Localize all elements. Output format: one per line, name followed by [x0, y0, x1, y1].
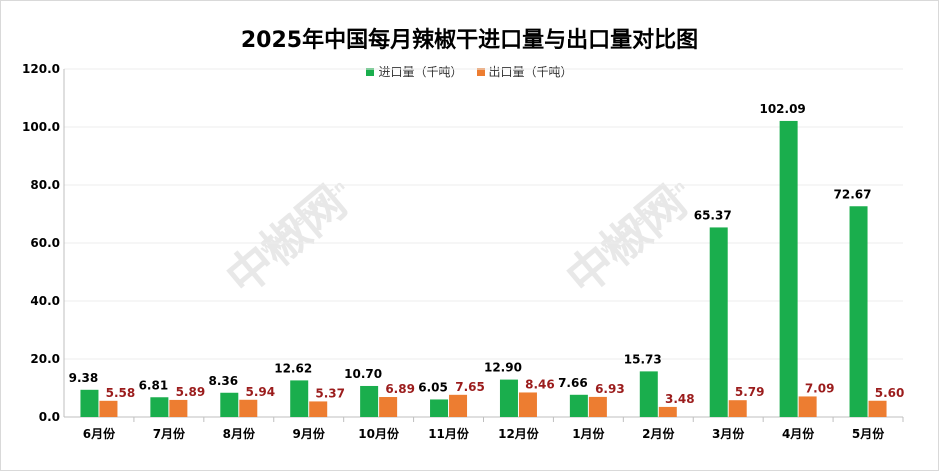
y-axis: 0.0 20.0 40.0 60.0 80.0 100.0 120.0: [22, 62, 65, 424]
data-labels: 9.385.586.81 5.898.365.9412.625.3710.706.…: [69, 102, 905, 406]
x-tick-label: 11月份: [428, 426, 470, 441]
y-tick-label: 0.0: [39, 410, 60, 424]
x-tick-label: 8月份: [223, 426, 256, 441]
data-label-export: 7.65: [455, 380, 485, 394]
bar-import: [499, 379, 518, 417]
data-label-import: 15.73: [624, 352, 662, 366]
x-tick-label: 5月份: [852, 426, 885, 441]
legend-swatch-import: [366, 67, 375, 76]
chart-title: 2025年中国每月辣椒干进口量与出口量对比图: [240, 28, 699, 53]
bar-import: [639, 371, 658, 417]
gridlines: [64, 68, 903, 360]
data-label-export: 5.79: [735, 385, 765, 399]
data-label-export: 5.58: [106, 386, 136, 400]
data-label-import: 6.05: [418, 380, 448, 394]
data-label-export: 8.46: [525, 377, 555, 391]
y-tick-label: 80.0: [30, 178, 60, 192]
bar-import: [779, 120, 798, 418]
data-label-import: 72.67: [834, 187, 872, 201]
bar-export: [798, 396, 817, 417]
data-label-export: 5.94: [245, 385, 275, 399]
data-label-import: 6.81: [139, 378, 169, 392]
bar-export: [449, 394, 468, 417]
y-tick-label: 120.0: [22, 62, 60, 76]
x-tick-label: 1月份: [572, 426, 605, 441]
y-tick-label: 40.0: [30, 294, 60, 308]
x-tick-label: 10月份: [358, 426, 400, 441]
bar-export: [169, 399, 188, 417]
data-label-export: 5.89: [176, 385, 206, 399]
bar-import: [150, 397, 169, 417]
bar-export: [518, 392, 537, 417]
x-tick-label: 4月份: [782, 426, 815, 441]
data-label-import: 102.09: [759, 102, 805, 116]
bar-import: [290, 380, 309, 417]
bar-import: [569, 394, 588, 417]
bar-export: [239, 399, 258, 417]
data-label-import: 8.36: [208, 374, 238, 388]
y-tick-label: 100.0: [22, 120, 60, 134]
bar-import: [709, 227, 728, 417]
data-label-import: 9.38: [69, 371, 99, 385]
bar-import: [430, 399, 449, 417]
data-label-export: 6.89: [385, 382, 415, 396]
y-tick-label: 20.0: [30, 352, 60, 366]
bar-import: [360, 385, 379, 417]
x-tick-label: 12月份: [498, 426, 540, 441]
bar-export: [868, 400, 887, 417]
bar-export: [588, 396, 607, 417]
data-label-export: 7.09: [805, 381, 835, 395]
data-label-import: 12.90: [484, 361, 522, 375]
data-label-import: 65.37: [694, 208, 732, 222]
x-axis: 6月份 7月份 8月份 9月份 10月份 11月份 12月份 1月份 2月份 3月份 4月份 5月份: [64, 416, 904, 441]
data-label-export: 5.60: [875, 386, 905, 400]
data-label-export: 3.48: [665, 392, 695, 406]
x-tick-label: 2月份: [642, 426, 675, 441]
x-tick-label: 6月份: [83, 426, 116, 441]
x-tick-label: 9月份: [293, 426, 326, 441]
y-tick-label: 60.0: [30, 236, 60, 250]
data-label-export: 5.37: [315, 386, 345, 400]
x-tick-label: 3月份: [712, 426, 745, 441]
data-label-export: 6.93: [595, 382, 625, 396]
bar-export: [658, 406, 677, 417]
data-label-import: 10.70: [344, 367, 382, 381]
bar-export: [379, 397, 398, 417]
data-label-import: 7.66: [558, 376, 588, 390]
bar-import: [220, 392, 239, 417]
legend-swatch-export: [476, 67, 485, 76]
bar-export: [99, 400, 118, 417]
data-label-import: 12.62: [274, 361, 312, 375]
x-tick-label: 7月份: [153, 426, 186, 441]
bar-export: [728, 400, 747, 417]
bars: [80, 120, 887, 418]
bar-import: [849, 206, 868, 417]
bar-import: [80, 389, 99, 417]
bar-export: [309, 401, 328, 417]
